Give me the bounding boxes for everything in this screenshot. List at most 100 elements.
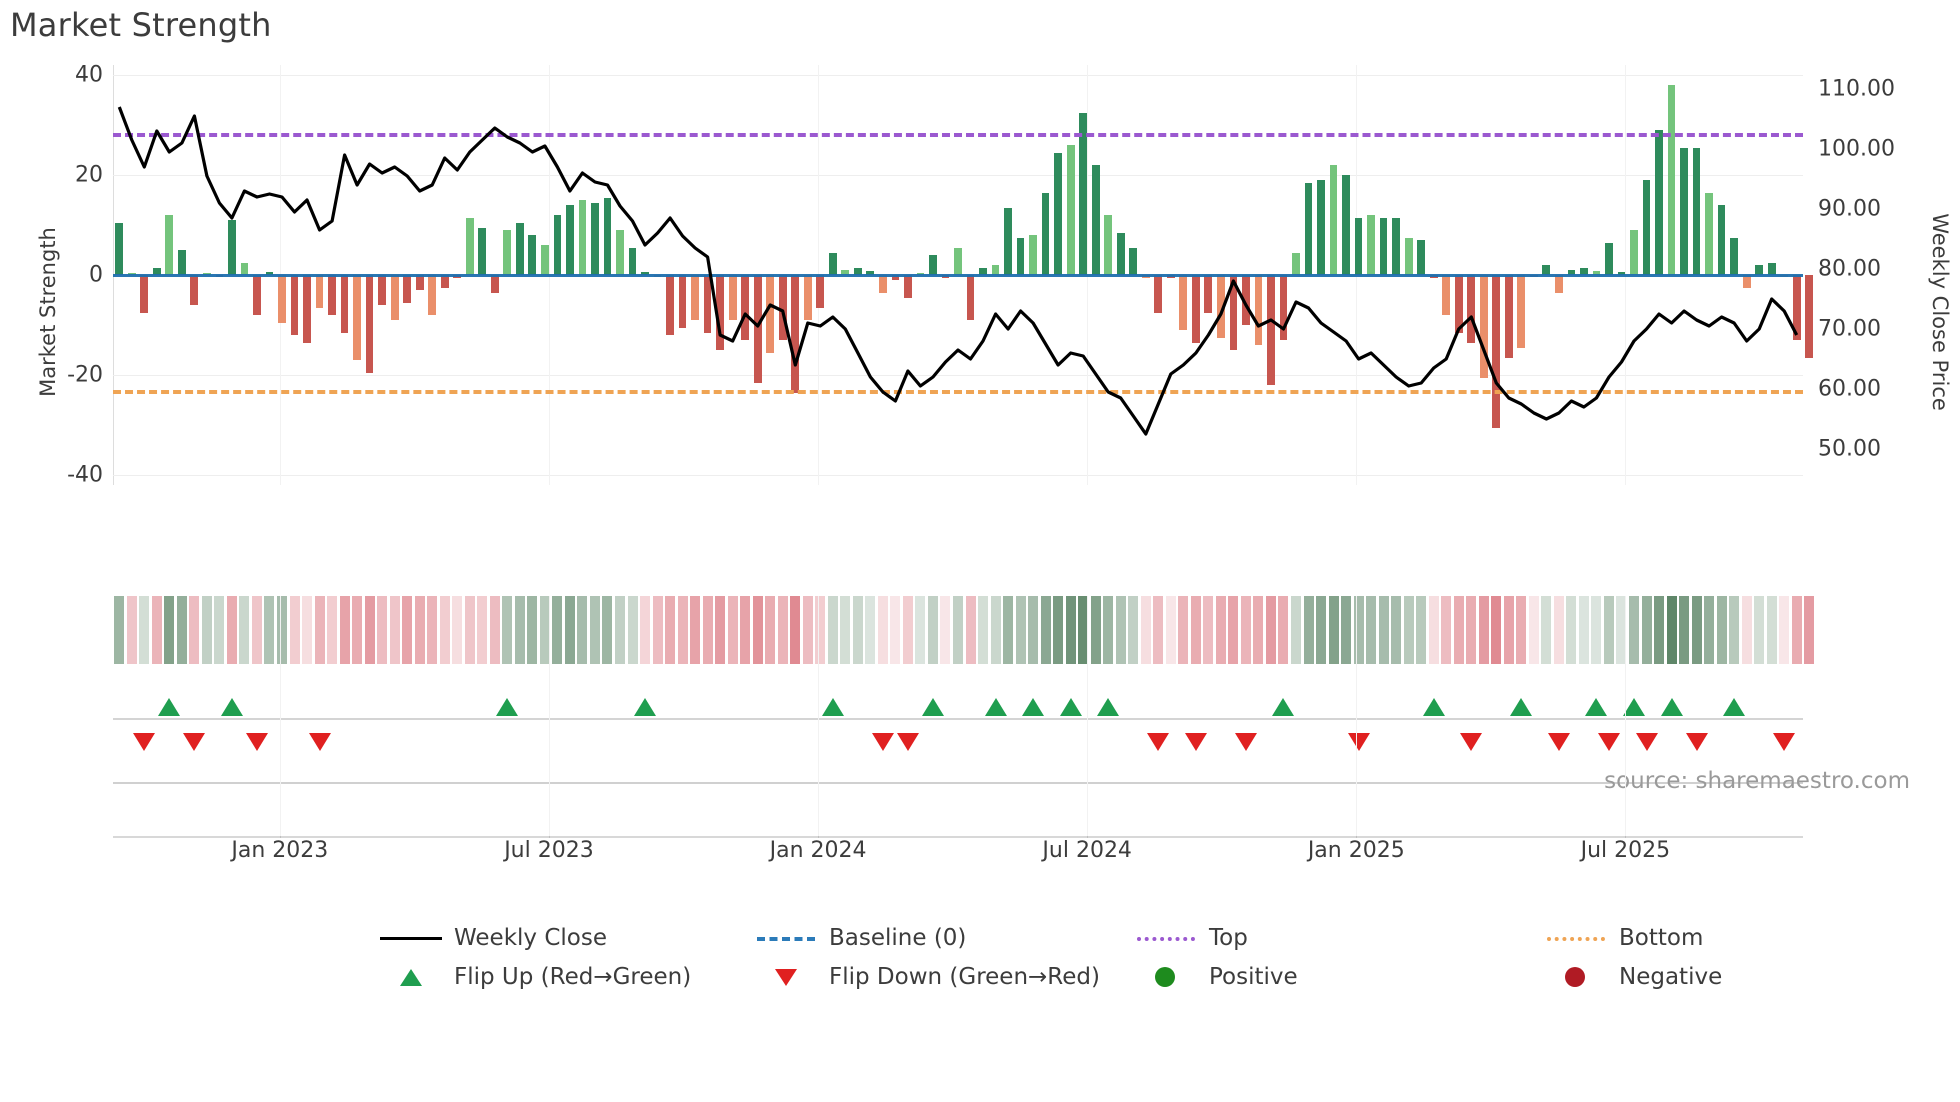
heatmap-cell — [640, 596, 651, 664]
heatmap-cell — [1578, 596, 1589, 664]
x-axis-ticks: Jan 2023 Jul 2023 Jan 2024 Jul 2024 Jan 2025… — [113, 828, 1803, 878]
flip-up-marker — [496, 698, 519, 716]
legend-item[interactable]: Flip Down (Green→Red) — [755, 964, 1100, 990]
heatmap-cell — [251, 596, 262, 664]
heatmap-cell — [552, 596, 563, 664]
heatmap-cell — [740, 596, 751, 664]
heatmap-cell — [1603, 596, 1614, 664]
heatmap-cell — [1491, 596, 1502, 664]
heatmap-cell — [364, 596, 375, 664]
heatmap-cell — [1341, 596, 1352, 664]
bar — [979, 267, 987, 275]
gridline — [113, 175, 1803, 176]
x-gridline-lower — [1625, 596, 1627, 836]
heatmap-cell — [1003, 596, 1014, 664]
bar — [803, 275, 812, 320]
lower-divider-rule — [113, 782, 1803, 784]
bar — [303, 275, 311, 343]
bar — [1116, 232, 1125, 275]
bar — [340, 275, 349, 333]
bar — [1555, 275, 1563, 293]
bar — [165, 215, 174, 275]
bar — [1379, 217, 1388, 275]
heatmap-cell — [1290, 596, 1301, 664]
legend-label: Flip Down (Green→Red) — [829, 964, 1100, 990]
bar — [1204, 275, 1213, 313]
heatmap-cell — [1115, 596, 1126, 664]
flip-down-marker — [896, 733, 919, 751]
legend-item[interactable]: Top — [1135, 925, 1248, 951]
bar — [1154, 275, 1163, 313]
heatmap-cell — [1654, 596, 1665, 664]
legend-item[interactable]: Bottom — [1545, 925, 1703, 951]
heatmap-cell — [890, 596, 901, 664]
legend-item[interactable]: Flip Up (Red→Green) — [380, 964, 691, 990]
heatmap-cell — [1716, 596, 1727, 664]
heatmap-cell — [852, 596, 863, 664]
heatmap-cell — [176, 596, 187, 664]
bar — [1254, 275, 1263, 345]
heatmap-cell — [214, 596, 225, 664]
heatmap-cell — [239, 596, 250, 664]
heatmap-cell — [1203, 596, 1214, 664]
bar — [1242, 275, 1250, 325]
bar — [1129, 247, 1138, 275]
bar — [966, 275, 975, 320]
heatmap-cell — [1616, 596, 1627, 664]
heatmap-cell — [1478, 596, 1489, 664]
heatmap-cell — [539, 596, 550, 664]
bar — [152, 267, 161, 275]
heatmap-cell — [1754, 596, 1765, 664]
heatmap-cell — [402, 596, 413, 664]
flip-up-marker — [1272, 698, 1295, 716]
flip-up-marker — [220, 698, 243, 716]
heatmap-cell — [477, 596, 488, 664]
circle-icon — [1135, 967, 1197, 987]
legend-item[interactable]: Weekly Close — [380, 925, 607, 951]
legend-item[interactable]: Negative — [1545, 964, 1722, 990]
heatmap-cell — [1704, 596, 1715, 664]
x-gridline-lower — [818, 596, 820, 836]
flip-down-marker — [1184, 733, 1207, 751]
flip-up-marker — [821, 698, 844, 716]
bar — [1329, 165, 1338, 275]
bar — [1004, 207, 1012, 275]
bar — [440, 275, 449, 288]
flip-down-marker — [1635, 733, 1658, 751]
legend-label: Bottom — [1619, 925, 1704, 951]
bar — [465, 217, 474, 275]
bar — [1079, 112, 1088, 275]
bar — [1755, 265, 1764, 275]
bar — [1279, 275, 1288, 340]
bar — [1417, 240, 1426, 275]
x-gridline-lower — [1087, 596, 1089, 836]
bar — [1292, 252, 1300, 275]
heatmap-cell — [1591, 596, 1602, 664]
legend-item[interactable]: Positive — [1135, 964, 1298, 990]
heatmap-cell — [815, 596, 826, 664]
bar — [1104, 215, 1113, 275]
bar — [115, 222, 124, 275]
bar — [1091, 165, 1100, 275]
bar — [1692, 147, 1701, 275]
heatmap-cell — [1441, 596, 1452, 664]
heatmap-cell — [1053, 596, 1064, 664]
dotted-line-icon — [1135, 928, 1197, 948]
bar — [140, 275, 149, 313]
legend-row-1: Weekly Close Baseline (0) Top Bottom — [0, 925, 1960, 964]
heatmap-cell — [690, 596, 701, 664]
heatmap-cell — [1153, 596, 1164, 664]
heatmap-cell — [1303, 596, 1314, 664]
heatmap-cell — [978, 596, 989, 664]
bar — [1642, 180, 1651, 275]
heatmap-cell — [114, 596, 125, 664]
heatmap-cell — [1516, 596, 1527, 664]
bar — [1730, 237, 1739, 275]
dashed-line-icon — [755, 928, 817, 948]
bar — [228, 220, 236, 275]
flip-down-marker — [183, 733, 206, 751]
bar — [1680, 147, 1688, 275]
legend-item[interactable]: Baseline (0) — [755, 925, 966, 951]
heatmap-cell — [1215, 596, 1226, 664]
bar — [1041, 192, 1050, 275]
